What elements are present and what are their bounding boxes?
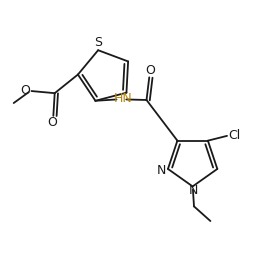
Text: Cl: Cl [228, 129, 240, 141]
Text: S: S [94, 36, 102, 49]
Text: N: N [189, 184, 198, 197]
Text: N: N [156, 164, 166, 177]
Text: HN: HN [113, 92, 132, 105]
Text: O: O [20, 84, 30, 97]
Text: O: O [145, 64, 155, 77]
Text: O: O [47, 116, 57, 129]
